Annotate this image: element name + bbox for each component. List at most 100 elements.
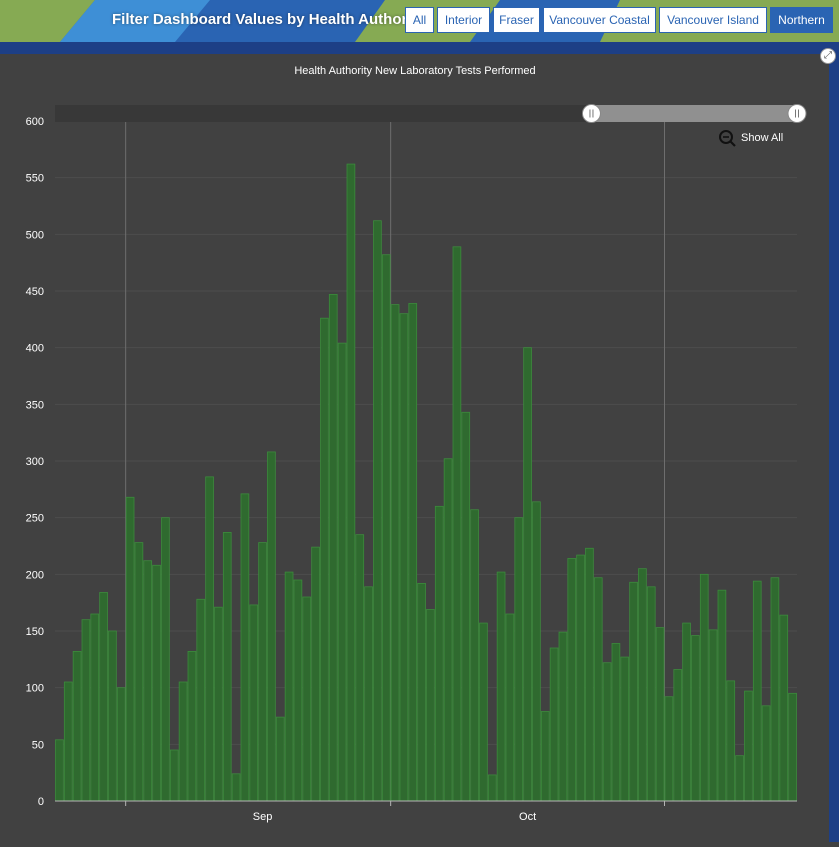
x-tick-label: Sep	[253, 811, 273, 823]
y-tick-label: 0	[38, 796, 44, 808]
bar	[461, 411, 471, 802]
bar	[373, 220, 382, 802]
bar	[275, 716, 285, 802]
bar	[134, 542, 144, 802]
filter-button-fraser[interactable]: Fraser	[493, 7, 540, 33]
bar	[585, 547, 594, 802]
show-all-button[interactable]: Show All	[719, 130, 783, 147]
y-tick-label: 550	[26, 173, 44, 185]
zoom-handle-right[interactable]	[787, 104, 807, 123]
bar	[399, 313, 409, 802]
y-tick-label: 350	[26, 399, 44, 411]
bar	[108, 630, 117, 802]
filter-button-northern[interactable]: Northern	[770, 7, 833, 33]
bar-chart: Health Authority New Laboratory Tests Pe…	[26, 65, 807, 823]
bar	[125, 496, 135, 802]
bar	[638, 568, 647, 802]
bar	[90, 613, 100, 802]
bar	[523, 347, 532, 802]
header-green-shape-left	[0, 0, 95, 42]
y-tick-label: 50	[32, 739, 44, 751]
y-tick-label: 400	[26, 343, 44, 355]
bar	[55, 739, 64, 802]
bar	[293, 579, 303, 802]
bar	[169, 749, 179, 802]
bar	[602, 662, 612, 802]
y-tick-label: 600	[26, 116, 44, 128]
bar	[779, 614, 789, 802]
bar	[629, 581, 638, 802]
bar	[452, 246, 462, 802]
zoom-handle-left[interactable]	[581, 104, 601, 123]
bar	[267, 451, 276, 802]
bar	[479, 622, 488, 802]
filter-button-all[interactable]: All	[405, 7, 434, 33]
bar	[205, 476, 214, 802]
bar	[558, 631, 568, 802]
bar	[152, 564, 161, 802]
bar	[311, 546, 320, 802]
bar	[196, 598, 206, 802]
y-tick-label: 150	[26, 626, 44, 638]
zoom-handle-left-knob[interactable]	[581, 104, 601, 123]
bar	[143, 560, 153, 802]
bar	[496, 571, 506, 802]
bar	[222, 531, 232, 802]
zoom-handle-right-knob[interactable]	[787, 104, 807, 123]
y-tick-label: 100	[26, 683, 44, 695]
bar	[752, 580, 762, 802]
bar	[770, 577, 780, 802]
filter-button-vancouver-coastal[interactable]: Vancouver Coastal	[543, 7, 656, 33]
bar	[620, 656, 630, 802]
month-dividers	[125, 121, 665, 806]
bar	[761, 705, 771, 802]
bar	[708, 629, 718, 802]
bar	[417, 583, 426, 802]
bar	[231, 773, 241, 802]
bar	[249, 604, 259, 802]
bar	[682, 622, 691, 802]
bar	[72, 651, 82, 802]
show-all-label[interactable]: Show All	[741, 132, 783, 144]
bar	[116, 687, 126, 802]
expand-icon[interactable]: ⤢	[820, 48, 836, 64]
bar	[364, 586, 373, 802]
bar	[532, 501, 541, 802]
bar	[240, 493, 250, 802]
bar	[99, 592, 108, 802]
bar	[390, 304, 400, 802]
y-axis: 0 50 100 150 200 250 300 350 400 450 500 550 600	[26, 116, 44, 808]
bar	[726, 680, 736, 802]
y-tick-label: 450	[26, 286, 44, 298]
bar	[514, 517, 524, 802]
chart-title: Health Authority New Laboratory Tests Pe…	[294, 65, 535, 77]
bar	[302, 596, 312, 802]
bar	[328, 293, 338, 802]
bar	[214, 606, 223, 802]
bar	[426, 609, 435, 802]
dashboard-header: Filter Dashboard Values by Health Author…	[0, 0, 839, 42]
filter-button-interior[interactable]: Interior	[437, 7, 490, 33]
bar	[161, 517, 170, 802]
bar	[505, 613, 515, 802]
bar	[443, 458, 453, 802]
x-tick-label: Oct	[519, 811, 536, 823]
bar	[673, 669, 683, 802]
filter-button-vancouver-island[interactable]: Vancouver Island	[659, 7, 767, 33]
bar	[717, 589, 727, 802]
bar	[646, 586, 656, 802]
bar	[487, 774, 497, 802]
bar	[355, 534, 365, 802]
bar	[381, 254, 391, 802]
bar	[337, 342, 347, 802]
bars	[55, 163, 797, 802]
bar	[470, 509, 479, 802]
bar	[788, 692, 797, 802]
bar	[691, 635, 700, 802]
bar	[735, 755, 744, 802]
zoom-scrollbar-selection[interactable]	[591, 105, 797, 122]
bar	[187, 651, 197, 802]
bar	[611, 643, 621, 802]
header-band	[0, 42, 839, 54]
y-tick-label: 500	[26, 229, 44, 241]
